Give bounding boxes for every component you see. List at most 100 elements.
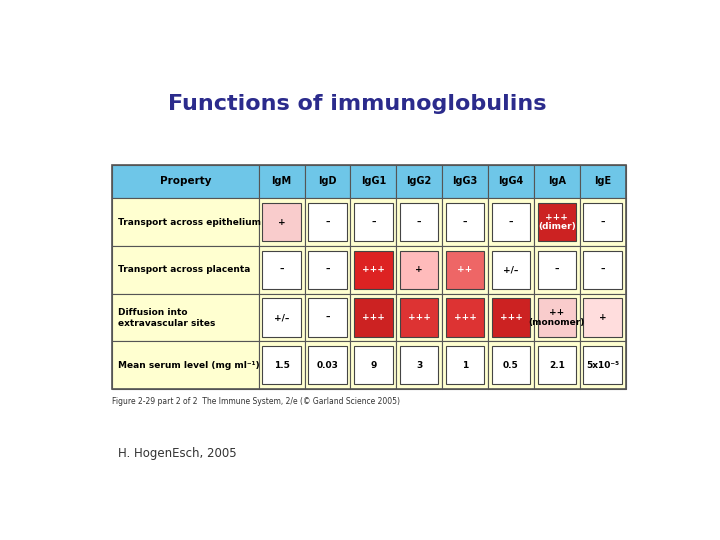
Bar bbox=[583, 346, 622, 384]
Bar bbox=[396, 246, 442, 294]
Text: +++: +++ bbox=[362, 313, 384, 322]
Bar bbox=[534, 294, 580, 341]
Text: –: – bbox=[463, 218, 467, 227]
Bar bbox=[305, 246, 351, 294]
Bar bbox=[538, 203, 576, 241]
Bar bbox=[446, 346, 485, 384]
Bar bbox=[258, 165, 305, 198]
Text: +++: +++ bbox=[500, 313, 523, 322]
Bar bbox=[351, 294, 396, 341]
Bar bbox=[488, 294, 534, 341]
Bar bbox=[488, 341, 534, 389]
Text: IgE: IgE bbox=[594, 177, 611, 186]
Text: 3: 3 bbox=[416, 361, 423, 370]
Bar bbox=[396, 165, 442, 198]
Bar bbox=[351, 198, 396, 246]
Bar bbox=[354, 203, 392, 241]
Bar bbox=[396, 341, 442, 389]
Text: Transport across placenta: Transport across placenta bbox=[118, 265, 251, 274]
Text: –: – bbox=[417, 218, 421, 227]
Text: IgG4: IgG4 bbox=[498, 177, 523, 186]
Text: IgM: IgM bbox=[271, 177, 292, 186]
Bar bbox=[354, 346, 392, 384]
Bar bbox=[351, 341, 396, 389]
Bar bbox=[308, 346, 347, 384]
Text: ++: ++ bbox=[457, 265, 473, 274]
Bar bbox=[112, 341, 258, 389]
Text: H. HogenEsch, 2005: H. HogenEsch, 2005 bbox=[118, 447, 237, 460]
Text: +: + bbox=[278, 218, 285, 227]
Text: +++: +++ bbox=[454, 313, 477, 322]
Text: –: – bbox=[325, 313, 330, 322]
Bar bbox=[400, 346, 438, 384]
Bar bbox=[446, 203, 485, 241]
Bar bbox=[112, 165, 626, 389]
Bar bbox=[262, 251, 301, 289]
Bar bbox=[534, 341, 580, 389]
Bar bbox=[442, 246, 488, 294]
Text: Figure 2-29 part 2 of 2  The Immune System, 2/e (© Garland Science 2005): Figure 2-29 part 2 of 2 The Immune Syste… bbox=[112, 397, 400, 407]
Bar bbox=[258, 198, 305, 246]
Bar bbox=[258, 294, 305, 341]
Bar bbox=[442, 198, 488, 246]
Bar bbox=[400, 251, 438, 289]
Bar bbox=[580, 246, 626, 294]
Bar bbox=[308, 203, 347, 241]
Bar bbox=[492, 299, 530, 336]
Bar bbox=[583, 299, 622, 336]
Bar bbox=[400, 299, 438, 336]
Bar bbox=[492, 346, 530, 384]
Bar bbox=[446, 299, 485, 336]
Bar bbox=[442, 341, 488, 389]
Text: IgG3: IgG3 bbox=[452, 177, 477, 186]
Text: –: – bbox=[279, 265, 284, 274]
Bar bbox=[112, 246, 258, 294]
Bar bbox=[534, 165, 580, 198]
Text: +/–: +/– bbox=[503, 265, 518, 274]
Text: IgG2: IgG2 bbox=[407, 177, 432, 186]
Bar bbox=[396, 198, 442, 246]
Text: +: + bbox=[599, 313, 606, 322]
Bar bbox=[112, 165, 258, 198]
Text: +: + bbox=[415, 265, 423, 274]
Text: –: – bbox=[325, 265, 330, 274]
Bar bbox=[492, 203, 530, 241]
Bar bbox=[488, 246, 534, 294]
Bar bbox=[538, 346, 576, 384]
Bar bbox=[308, 251, 347, 289]
Text: –: – bbox=[325, 218, 330, 227]
Bar bbox=[305, 294, 351, 341]
Text: +++: +++ bbox=[362, 265, 384, 274]
Bar bbox=[488, 165, 534, 198]
Bar bbox=[308, 299, 347, 336]
Bar bbox=[351, 165, 396, 198]
Bar bbox=[354, 251, 392, 289]
Text: Functions of immunoglobulins: Functions of immunoglobulins bbox=[168, 94, 546, 114]
Text: 1: 1 bbox=[462, 361, 468, 370]
Bar bbox=[492, 251, 530, 289]
Text: IgG1: IgG1 bbox=[361, 177, 386, 186]
Text: 9: 9 bbox=[370, 361, 377, 370]
Text: ++
(monomer): ++ (monomer) bbox=[528, 308, 585, 327]
Bar bbox=[583, 251, 622, 289]
Bar bbox=[258, 341, 305, 389]
Bar bbox=[262, 346, 301, 384]
Bar bbox=[580, 165, 626, 198]
Text: Property: Property bbox=[160, 177, 211, 186]
Bar bbox=[258, 246, 305, 294]
Bar bbox=[305, 165, 351, 198]
Text: –: – bbox=[371, 218, 376, 227]
Bar bbox=[305, 198, 351, 246]
Text: 1.5: 1.5 bbox=[274, 361, 289, 370]
Bar bbox=[488, 198, 534, 246]
Text: 2.1: 2.1 bbox=[549, 361, 564, 370]
Text: IgA: IgA bbox=[548, 177, 566, 186]
Bar bbox=[580, 341, 626, 389]
Text: –: – bbox=[509, 218, 513, 227]
Text: +++
(dimer): +++ (dimer) bbox=[538, 213, 576, 232]
Bar bbox=[580, 198, 626, 246]
Text: –: – bbox=[600, 265, 605, 274]
Text: –: – bbox=[554, 265, 559, 274]
Bar bbox=[442, 294, 488, 341]
Text: Transport across epithelium: Transport across epithelium bbox=[118, 218, 261, 227]
